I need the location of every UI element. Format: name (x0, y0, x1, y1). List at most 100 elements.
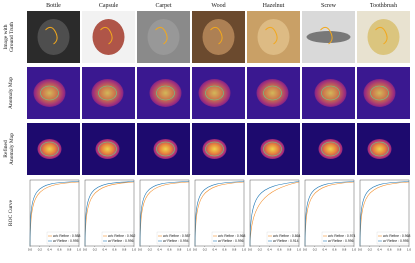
x-tick-label: 0.0 (28, 248, 33, 252)
x-tick-label: 1.0 (407, 248, 412, 252)
legend-value: 0.994 (180, 239, 189, 243)
roc-curve-with (249, 181, 300, 247)
legend-entry: w/ Refine :0.996 (328, 239, 354, 243)
legend-box (156, 231, 189, 245)
heat-blob (149, 79, 182, 107)
x-tick-label: 1.0 (132, 248, 137, 252)
ground-truth-outline (321, 141, 340, 157)
legend-entry: w/ Refine :0.994 (163, 239, 189, 243)
sample-object (257, 19, 290, 55)
x-tick-label: 0.0 (303, 248, 308, 252)
legend-entry: w/o Refine :0.987 (163, 234, 191, 238)
legend-entry: w/ Refine :0.995 (383, 239, 409, 243)
ground-truth-outline (320, 26, 333, 45)
column-title: Bottle (46, 3, 61, 9)
x-tick-label: 0.6 (112, 248, 117, 252)
ground-truth-outline (205, 141, 224, 157)
row-label: Anomaly Map (8, 77, 14, 109)
column-title: Hazelnut (263, 3, 285, 9)
legend-entry: w/o Refine :0.968 (218, 234, 246, 238)
legend-value: 0.968 (402, 234, 411, 238)
x-tick-label: 0.8 (342, 248, 347, 252)
roc-curve-with (194, 181, 245, 247)
legend-label: w/ Refine : (163, 239, 179, 243)
ground-truth-outline (375, 26, 388, 45)
row-label-line: Anomaly Map (9, 133, 15, 165)
roc-curve-with (139, 181, 190, 247)
legend-entry: w/o Refine :0.988 (53, 234, 81, 238)
legend-value: 0.996 (235, 239, 244, 243)
legend-label: w/ Refine : (383, 239, 399, 243)
ground-truth-outline (45, 26, 58, 45)
ground-truth-outline (98, 141, 117, 157)
x-tick-label: 0.4 (378, 248, 383, 252)
column-title: Toothbrush (370, 3, 397, 9)
legend-label: w/ Refine : (273, 239, 289, 243)
heat-blob (33, 79, 66, 107)
legend-label: w/o Refine : (53, 234, 71, 238)
x-tick-label: 1.0 (77, 248, 82, 252)
ground-truth-outline (205, 85, 224, 101)
x-tick-label: 0.0 (138, 248, 143, 252)
x-tick-label: 0.4 (323, 248, 328, 252)
x-tick-label: 0.0 (358, 248, 363, 252)
x-tick-label: 0.4 (103, 248, 108, 252)
ground-truth-outline (100, 26, 113, 45)
x-tick-label: 0.0 (193, 248, 198, 252)
x-tick-label: 0.6 (167, 248, 172, 252)
x-tick-label: 0.4 (213, 248, 218, 252)
legend-label: w/o Refine : (383, 234, 401, 238)
legend-entry: w/ Refine :0.995 (53, 239, 79, 243)
x-tick-label: 1.0 (297, 248, 302, 252)
ground-truth-outline (156, 85, 175, 101)
legend-entry: w/o Refine :0.864 (273, 234, 301, 238)
ground-truth-outline (263, 141, 282, 157)
legend-box (376, 231, 409, 245)
legend-value: 0.864 (292, 234, 301, 238)
sample-object (37, 19, 70, 55)
x-tick-label: 0.0 (83, 248, 88, 252)
ground-truth-outline (40, 141, 59, 157)
legend-box (211, 231, 244, 245)
row-label: RefinedAnomaly Map (2, 133, 15, 165)
legend-entry: w/ Refine :0.996 (218, 239, 244, 243)
roc-curve-with (84, 181, 135, 247)
legend-label: w/ Refine : (53, 239, 69, 243)
x-tick-label: 0.0 (248, 248, 253, 252)
legend-value: 0.995 (400, 239, 409, 243)
x-tick-label: 0.2 (93, 248, 98, 252)
ground-truth-outline (98, 85, 117, 101)
legend-entry: w/o Refine :0.968 (383, 234, 411, 238)
legend-label: w/ Refine : (218, 239, 234, 243)
ground-truth-outline (155, 26, 168, 45)
heat-blob (256, 79, 289, 107)
x-tick-label: 1.0 (187, 248, 192, 252)
x-tick-label: 0.8 (232, 248, 237, 252)
ground-truth-outline (263, 85, 282, 101)
ground-truth-outline (156, 141, 175, 157)
ground-truth-outline (210, 26, 223, 45)
sample-object (202, 19, 235, 55)
x-tick-label: 0.4 (268, 248, 273, 252)
x-tick-label: 0.4 (48, 248, 53, 252)
sample-object (367, 19, 400, 55)
roc-curve-with (29, 181, 80, 247)
heat-blob (314, 79, 347, 107)
legend-value: 0.995 (70, 239, 79, 243)
x-tick-label: 0.4 (158, 248, 163, 252)
x-tick-label: 0.6 (57, 248, 62, 252)
legend-entry: w/o Refine :0.974 (328, 234, 356, 238)
row-label-line: Image with (3, 24, 9, 49)
x-tick-label: 0.8 (67, 248, 72, 252)
sample-object (306, 31, 351, 43)
ground-truth-outline (321, 85, 340, 101)
legend-box (101, 231, 134, 245)
row-label-line: Refined (2, 140, 9, 158)
roc-curve-with (304, 181, 355, 247)
x-tick-label: 0.8 (397, 248, 402, 252)
legend-value: 0.974 (347, 234, 356, 238)
legend-label: w/o Refine : (273, 234, 291, 238)
sample-object (147, 19, 180, 55)
legend-entry: w/ Refine :0.996 (108, 239, 134, 243)
